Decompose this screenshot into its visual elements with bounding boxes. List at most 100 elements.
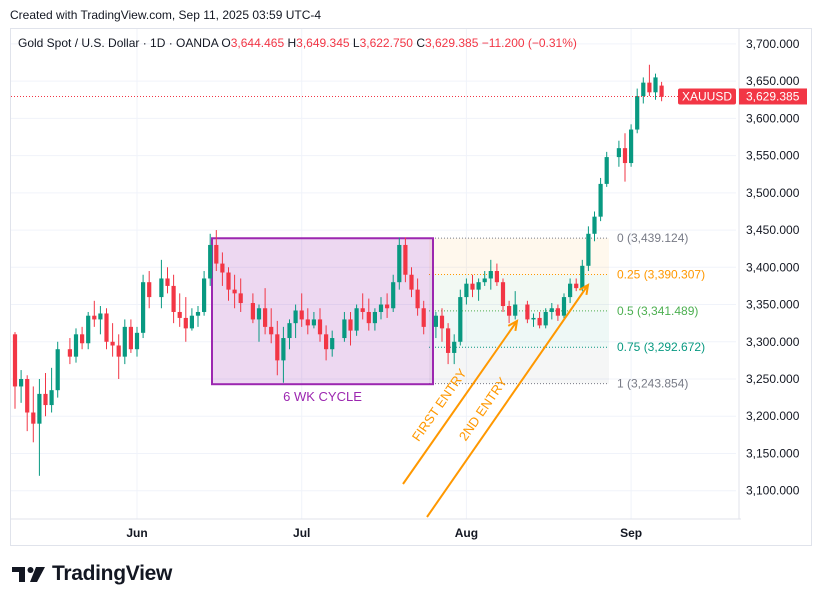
symbol-label: Gold Spot / U.S. Dollar · 1D · OANDA: [18, 36, 219, 50]
candle-body: [622, 148, 628, 164]
candle-body: [568, 283, 573, 298]
fib-level-label: 0.25 (3,390.307): [617, 268, 705, 282]
high-value: 3,649.345: [296, 36, 350, 50]
candle-body: [317, 319, 323, 335]
candle-body: [439, 315, 445, 329]
candle-body: [482, 278, 487, 283]
candle-body: [470, 283, 475, 290]
second-entry-arrow-head: [578, 283, 590, 296]
last-price-marker: XAUUSD 3,629.385: [11, 88, 807, 105]
candle-body: [305, 319, 310, 326]
candle-body: [189, 315, 194, 329]
candle-body: [464, 283, 469, 298]
brand-name: TradingView: [52, 562, 173, 585]
y-tick-label: 3,450.000: [746, 223, 800, 237]
candle-body: [555, 308, 560, 316]
tradingview-logo-icon: [12, 567, 45, 582]
candle-body: [433, 315, 438, 327]
candle-body: [647, 82, 652, 93]
candle-body: [275, 334, 280, 361]
candle-body: [128, 326, 133, 350]
cycle-box-label: 6 WK CYCLE: [283, 389, 362, 404]
candle-body: [214, 244, 219, 264]
candle-body: [580, 265, 585, 289]
candle-body: [641, 82, 646, 97]
candle-body: [354, 308, 359, 331]
candle-body: [226, 272, 231, 290]
candle-body: [165, 278, 170, 286]
candle-body: [488, 271, 493, 279]
candle-body: [574, 283, 579, 289]
y-tick-label: 3,350.000: [746, 298, 800, 312]
candle-body: [586, 233, 591, 266]
time-axis: Jun Jul Aug Sep: [11, 518, 741, 540]
candle-body: [635, 96, 640, 130]
symbol-tag-label: XAUUSD: [682, 89, 732, 103]
price-chart[interactable]: 0 (3,439.124) 0.25 (3,390.307) 0.5 (3,341.…: [11, 29, 813, 547]
candle-body: [507, 306, 512, 316]
candle-body: [476, 282, 481, 290]
candle-body: [208, 244, 213, 279]
candle-body: [183, 317, 188, 329]
high-label: H: [287, 36, 297, 50]
candle-body: [452, 341, 457, 353]
candle-body: [202, 278, 207, 312]
candle-body: [561, 297, 567, 316]
candle-body: [269, 326, 274, 335]
chart-credit: Created with TradingView.com, Sep 11, 20…: [10, 8, 322, 22]
candle-body: [299, 310, 304, 320]
candle-body: [220, 263, 225, 273]
second-entry-arrow-line: [426, 284, 589, 518]
candle-body: [330, 338, 335, 350]
candle-body: [12, 334, 18, 387]
ohlc-legend: Gold Spot / U.S. Dollar · 1D · OANDA O 3,…: [18, 36, 577, 50]
y-tick-label: 3,600.000: [746, 111, 800, 125]
y-tick-label: 3,400.000: [746, 260, 800, 274]
candle-body: [19, 379, 24, 387]
fib-level-label: 0.75 (3,292.672): [617, 340, 705, 354]
candle-body: [80, 334, 85, 344]
y-tick-label: 3,650.000: [746, 74, 800, 88]
fib-level-label: 0.5 (3,341.489): [617, 304, 698, 318]
last-price-tag: [739, 88, 807, 105]
candle-body: [446, 328, 451, 353]
x-tick-label: Sep: [620, 526, 642, 540]
first-entry-arrow-head: [507, 319, 519, 332]
candle-body: [281, 338, 286, 361]
candle-body: [250, 303, 255, 320]
cycle-box: 6 WK CYCLE: [211, 237, 434, 404]
candle-body: [171, 285, 176, 312]
candle-body: [195, 311, 201, 316]
candle-body: [366, 311, 371, 324]
chart-frame[interactable]: 0 (3,439.124) 0.25 (3,390.307) 0.5 (3,341.…: [10, 28, 812, 546]
y-tick-label: 3,700.000: [746, 37, 800, 51]
candle-body: [311, 319, 316, 326]
candle-body: [616, 148, 621, 158]
candle-body: [134, 332, 140, 350]
candle-body: [537, 317, 542, 326]
candle-body: [31, 412, 36, 424]
low-value: 3,622.750: [359, 36, 413, 50]
fib-zone: [429, 347, 609, 384]
close-label: C: [416, 36, 425, 50]
tradingview-brand[interactable]: TradingView: [12, 562, 172, 586]
candle-body: [494, 271, 499, 283]
candle-body: [500, 282, 506, 307]
y-tick-label: 3,150.000: [746, 446, 800, 460]
candle-body: [409, 274, 414, 290]
fib-retracement: 0 (3,439.124) 0.25 (3,390.307) 0.5 (3,341.…: [429, 231, 705, 391]
candle-body: [43, 393, 48, 406]
x-tick-label: Aug: [455, 526, 478, 540]
candle-body: [55, 349, 60, 391]
open-label: O: [221, 36, 231, 50]
candle-body: [653, 77, 658, 93]
candle-body: [342, 319, 347, 339]
candle-body: [116, 345, 121, 357]
candle-body: [67, 349, 72, 357]
candle-body: [98, 313, 103, 320]
candle-body: [458, 297, 463, 342]
candle-body: [397, 244, 402, 283]
y-tick-label: 3,250.000: [746, 372, 800, 386]
candle-body: [513, 304, 518, 316]
candle-body: [543, 311, 548, 326]
